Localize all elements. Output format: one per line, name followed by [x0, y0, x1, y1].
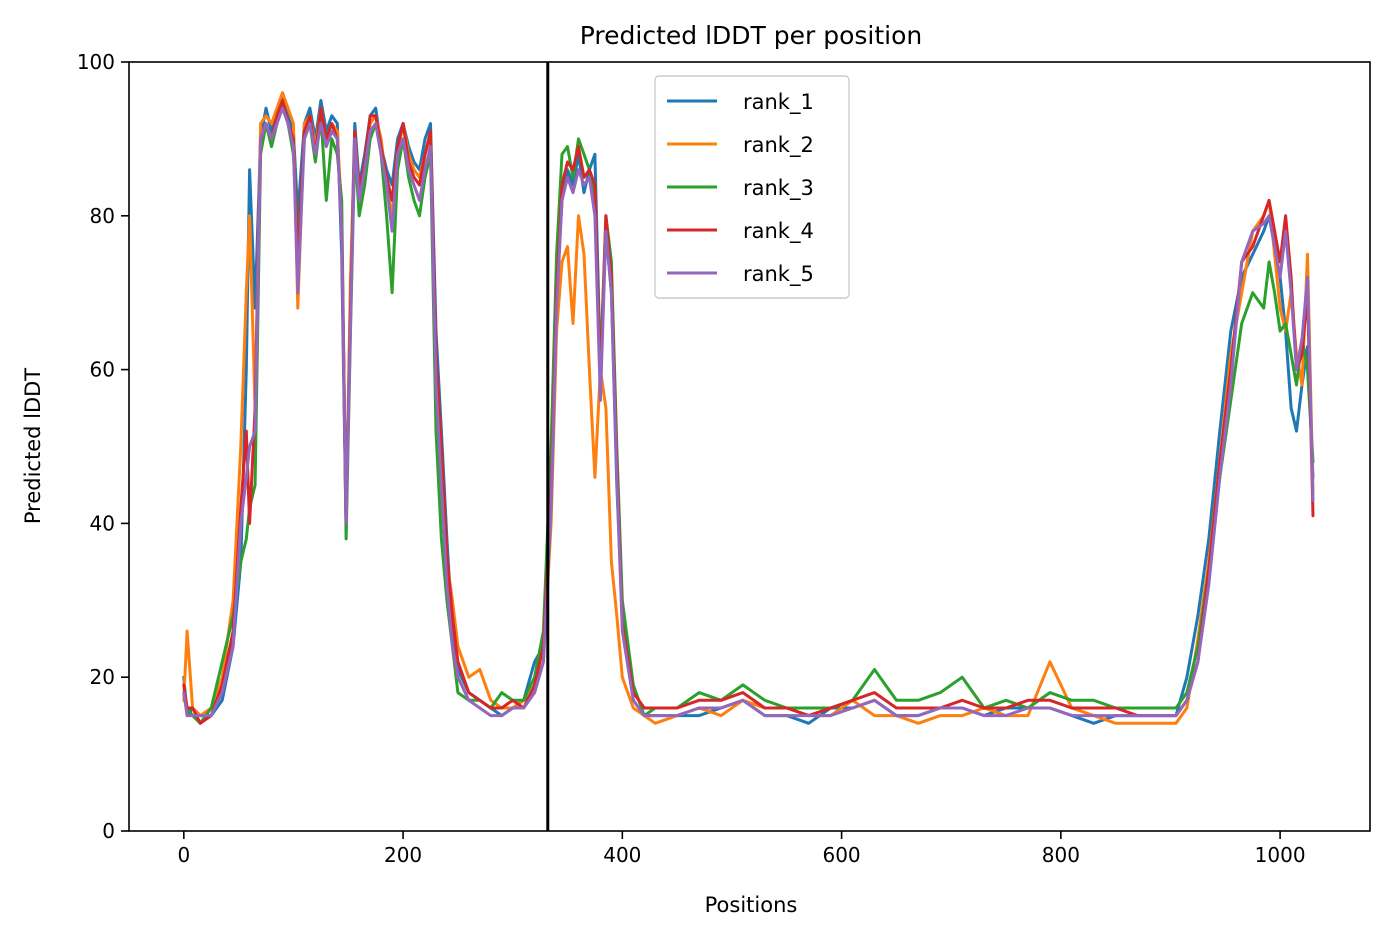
y-tick-label: 100	[77, 50, 115, 74]
legend-frame	[654, 75, 850, 299]
y-tick-label: 0	[102, 819, 115, 843]
legend-label-rank_3: rank_3	[743, 176, 814, 201]
x-tick-label: 400	[603, 843, 641, 867]
legend-label-rank_2: rank_2	[743, 133, 814, 158]
series-layer	[182, 91, 1315, 725]
chart-title: Predicted lDDT per position	[580, 21, 922, 50]
x-axis-label: Positions	[705, 893, 798, 917]
y-tick-label: 80	[90, 204, 115, 228]
y-tick-label: 20	[90, 665, 115, 689]
x-tick-label: 0	[177, 843, 190, 867]
legend-label-rank_5: rank_5	[743, 262, 814, 287]
legend-label-rank_4: rank_4	[743, 219, 814, 244]
series-line-rank_5	[182, 106, 1315, 718]
x-tick-label: 800	[1042, 843, 1080, 867]
y-tick-label: 40	[90, 511, 115, 535]
legend: rank_1 rank_2 rank_3 rank_4 rank_5	[654, 75, 850, 299]
x-tick-label: 600	[822, 843, 860, 867]
x-tick-label: 1000	[1255, 843, 1306, 867]
x-tick-label: 200	[384, 843, 422, 867]
x-axis-ticks: 0 200 400 600 800 1000	[177, 831, 1306, 867]
y-axis-label: Predicted lDDT	[21, 368, 45, 524]
legend-label-rank_1: rank_1	[743, 90, 814, 115]
plot-frame	[128, 61, 1371, 832]
y-axis-ticks: 0 20 40 60 80 100	[77, 50, 129, 843]
y-tick-label: 60	[90, 358, 115, 382]
